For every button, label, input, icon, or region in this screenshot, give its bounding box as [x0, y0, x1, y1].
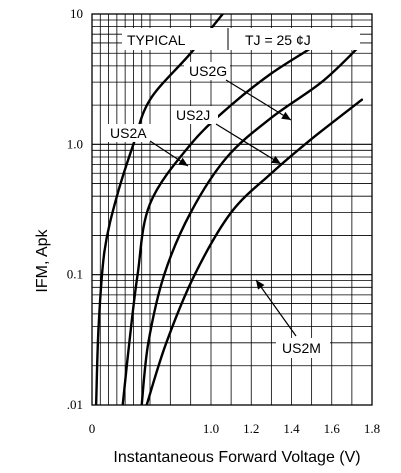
- series-label-us2j: US2J: [176, 107, 210, 123]
- x-tick-label: 1.6: [324, 421, 341, 436]
- label-box-us2m: [276, 338, 330, 358]
- y-axis-title: IFM, Apk: [34, 228, 51, 292]
- series-label-us2a: US2A: [110, 125, 147, 141]
- arrow-us2m: [255, 279, 297, 337]
- arrow-us2a: [149, 140, 189, 167]
- arrowhead: [271, 155, 281, 164]
- leader-line: [215, 123, 282, 165]
- arrowhead: [281, 111, 291, 120]
- series-label-us2m: US2M: [282, 340, 321, 356]
- x-tick-label: 1.0: [203, 421, 219, 436]
- y-tick-label: .01: [67, 397, 83, 412]
- label-box-us2j: [172, 106, 218, 124]
- series-label-us2g: US2G: [189, 63, 227, 79]
- y-tick-label: 10: [70, 6, 83, 21]
- x-tick-label: 1.8: [364, 421, 380, 436]
- arrowhead: [256, 280, 265, 290]
- annotations: TYPICAL TJ = 25 ¢J US2G US2J US2A US2M: [106, 28, 360, 358]
- label-box-us2a: [106, 124, 152, 142]
- series-curves: [94, 14, 364, 405]
- arrow-us2j: [215, 123, 282, 165]
- x-axis-title: Instantaneous Forward Voltage (V): [113, 449, 360, 466]
- series-line-us2j: [140, 46, 360, 405]
- series-line-us2g: [121, 46, 313, 405]
- series-line-us2a: [94, 14, 225, 405]
- label-box-us2g: [184, 62, 230, 80]
- header-box: [122, 28, 360, 50]
- plot-frame: [91, 13, 373, 406]
- arrowhead: [178, 157, 188, 166]
- typical-label: TYPICAL: [127, 32, 186, 48]
- leader-line: [255, 279, 297, 337]
- series-line-us2m: [145, 98, 364, 405]
- leader-line: [225, 79, 292, 121]
- y-tick-label: 0.1: [67, 267, 83, 282]
- x-tick-label: 0: [89, 421, 96, 436]
- tick-labels: 0 1.0 1.2 1.4 1.6 1.8 .01 0.1 1.0 10: [67, 6, 380, 436]
- x-tick-label: 1.2: [243, 421, 259, 436]
- arrow-us2g: [225, 79, 292, 121]
- tj-label: TJ = 25 ¢J: [245, 32, 311, 48]
- x-tick-label: 1.4: [283, 421, 300, 436]
- y-tick-label: 1.0: [67, 136, 83, 151]
